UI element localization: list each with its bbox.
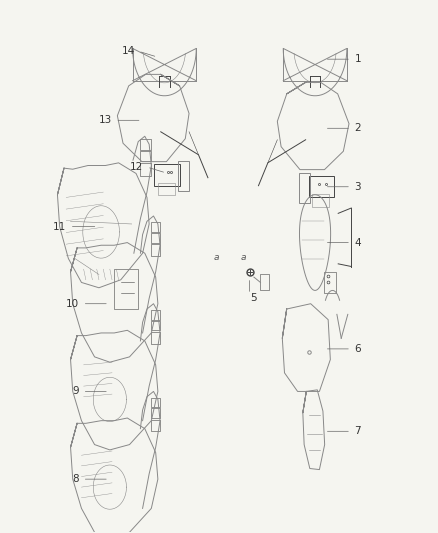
- Text: a: a: [240, 253, 246, 262]
- Text: 10: 10: [66, 298, 79, 309]
- Text: 3: 3: [355, 182, 361, 192]
- Text: 6: 6: [355, 344, 361, 354]
- Text: 7: 7: [355, 426, 361, 437]
- Text: 2: 2: [355, 123, 361, 133]
- Text: 9: 9: [72, 386, 79, 397]
- Text: 1: 1: [355, 54, 361, 64]
- Text: 4: 4: [355, 238, 361, 247]
- Text: 8: 8: [72, 474, 79, 484]
- Text: 12: 12: [130, 162, 144, 172]
- Text: 11: 11: [53, 222, 66, 232]
- Text: a: a: [214, 253, 219, 262]
- Text: 13: 13: [99, 115, 112, 125]
- Text: 5: 5: [250, 293, 256, 303]
- Text: 14: 14: [121, 46, 135, 56]
